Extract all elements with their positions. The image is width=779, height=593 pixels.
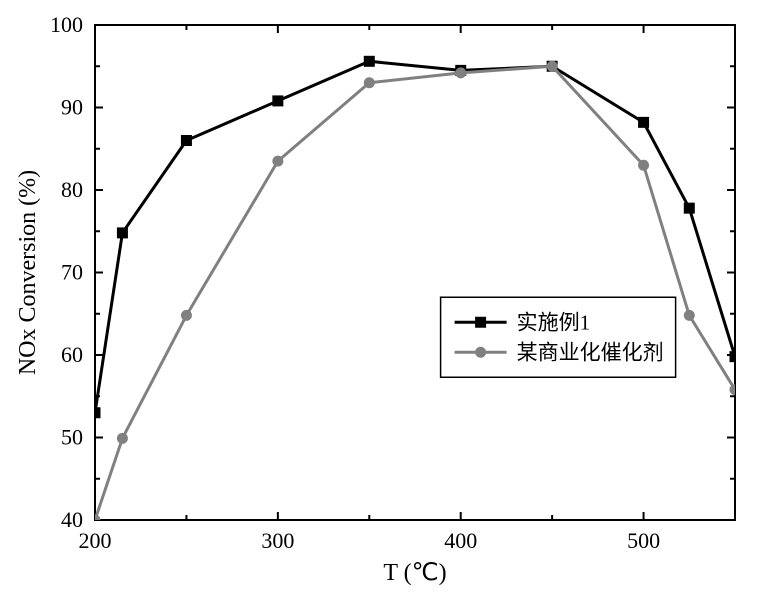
series-marker-commercial bbox=[547, 61, 557, 71]
x-tick-label: 300 bbox=[261, 528, 294, 553]
series-marker-commercial bbox=[181, 310, 191, 320]
series-marker-example1 bbox=[639, 117, 649, 127]
nox-conversion-chart: 200 300 400 500 40 50 60 70 80 90 100 T (℃) NOx Conv… bbox=[0, 0, 779, 593]
series-marker-example1 bbox=[117, 228, 127, 238]
x-tick-label: 400 bbox=[444, 528, 477, 553]
series-marker-example1 bbox=[181, 136, 191, 146]
series-marker-example1 bbox=[684, 203, 694, 213]
y-tick-label: 90 bbox=[61, 95, 83, 120]
legend-label-commercial: 某商业化催化剂 bbox=[517, 341, 664, 365]
series-marker-commercial bbox=[639, 160, 649, 170]
y-tick-label: 80 bbox=[61, 177, 83, 202]
series-marker-commercial bbox=[684, 310, 694, 320]
x-axis-label: T (℃) bbox=[383, 560, 446, 586]
series-marker-example1 bbox=[273, 96, 283, 106]
series-marker-commercial bbox=[364, 78, 374, 88]
series-marker-commercial bbox=[117, 433, 127, 443]
x-tick-label: 200 bbox=[79, 528, 112, 553]
x-tick-label: 500 bbox=[627, 528, 660, 553]
series-marker-commercial bbox=[273, 156, 283, 166]
y-tick-label: 70 bbox=[61, 260, 83, 285]
chart-container: 200 300 400 500 40 50 60 70 80 90 100 T (℃) NOx Conv… bbox=[0, 0, 779, 593]
y-tick-label: 60 bbox=[61, 342, 83, 367]
series-marker-example1 bbox=[364, 56, 374, 66]
series-marker-commercial bbox=[456, 68, 466, 78]
y-tick-label: 50 bbox=[61, 425, 83, 450]
y-tick-label: 100 bbox=[50, 12, 83, 37]
legend: 实施例1 某商业化催化剂 bbox=[441, 297, 676, 377]
y-axis-label: NOx Conversion (%) bbox=[15, 170, 41, 375]
y-tick-label: 40 bbox=[61, 507, 83, 532]
legend-label-example1: 实施例1 bbox=[517, 311, 591, 335]
